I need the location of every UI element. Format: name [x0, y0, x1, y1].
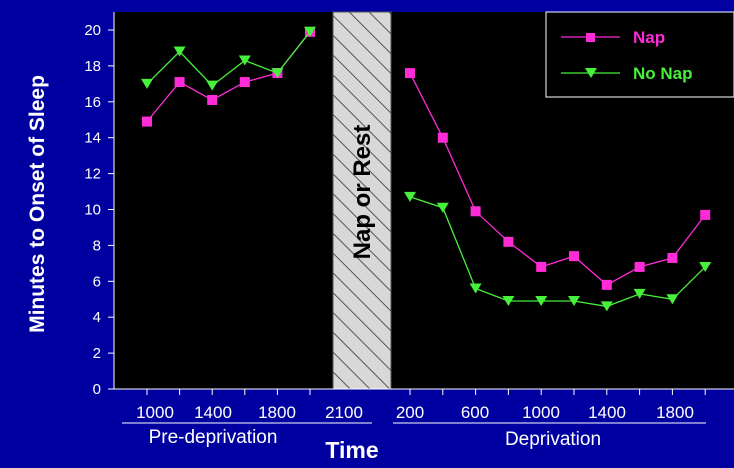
nap-point — [700, 209, 711, 220]
x-tick-label: 600 — [461, 403, 489, 422]
y-tick-label: 8 — [93, 237, 101, 254]
y-tick-label: 4 — [93, 309, 101, 326]
legend-no-nap-label: No Nap — [633, 64, 693, 83]
legend-nap-label: Nap — [633, 28, 665, 47]
no-nap-point — [206, 80, 219, 91]
y-tick-label: 10 — [84, 202, 101, 219]
y-tick-label: 18 — [84, 58, 101, 75]
no-nap-point — [633, 288, 646, 299]
group-label-pre-deprivation: Pre-deprivation — [149, 427, 278, 448]
series-layer — [141, 26, 712, 312]
series-line-no-nap — [409, 196, 706, 308]
x-tick-label: 2100 — [325, 403, 363, 422]
x-tick-label: 1000 — [522, 403, 560, 422]
no-nap-point — [699, 261, 712, 272]
nap-point — [239, 77, 250, 88]
y-tick-label: 12 — [84, 166, 101, 183]
y-tick-label: 16 — [84, 94, 101, 111]
nap-point — [667, 252, 678, 263]
nap-point — [536, 261, 547, 272]
nap-point — [437, 132, 448, 143]
y-tick-label: 14 — [84, 130, 101, 147]
no-nap-point — [502, 296, 515, 307]
nap-or-rest-label: Nap or Rest — [349, 125, 376, 260]
x-tick-label: 1400 — [194, 403, 232, 422]
group-label-deprivation: Deprivation — [505, 429, 601, 450]
nap-point — [207, 95, 218, 106]
legend-box — [545, 11, 734, 98]
nap-point — [634, 261, 645, 272]
legend: Nap No Nap — [545, 11, 734, 98]
nap-point — [503, 236, 514, 247]
legend-no-nap-marker — [585, 68, 597, 78]
no-nap-point — [141, 78, 153, 89]
x-tick-label: 1000 — [136, 403, 174, 422]
no-nap-point — [666, 294, 679, 305]
x-tick-label: 1400 — [588, 403, 626, 422]
no-nap-point — [271, 68, 284, 79]
no-nap-point — [469, 283, 482, 294]
x-axis-title: Time — [325, 437, 378, 463]
nap-point — [174, 77, 185, 88]
legend-nap-marker — [586, 33, 595, 42]
nap-point — [601, 279, 612, 290]
y-axis-title: Minutes to Onset of Sleep — [26, 75, 49, 333]
y-tick-label: 0 — [93, 381, 101, 398]
no-nap-point — [238, 55, 251, 66]
nap-point — [569, 251, 579, 262]
nap-or-rest-band — [332, 11, 392, 390]
nap-point — [142, 116, 152, 127]
no-nap-point — [600, 301, 613, 312]
series-line-nap — [409, 72, 706, 286]
x-tick-label: 1800 — [258, 403, 296, 422]
no-nap-point — [436, 202, 449, 213]
nap-point — [470, 206, 481, 217]
y-tick-label: 6 — [93, 273, 101, 290]
y-tick-label: 20 — [84, 22, 101, 39]
no-nap-point — [568, 296, 580, 307]
no-nap-point — [304, 26, 316, 37]
nap-point — [405, 68, 415, 79]
no-nap-point — [404, 191, 416, 202]
no-nap-point — [535, 296, 548, 307]
x-tick-label: 200 — [396, 403, 424, 422]
y-ticks: 0 2 4 6 8 10 12 14 16 18 20 — [84, 22, 114, 398]
y-tick-label: 2 — [93, 345, 101, 362]
no-nap-point — [173, 46, 186, 57]
x-tick-label: 1800 — [656, 403, 694, 422]
x-ticks: 1000 1400 1800 2100 200 600 1000 1400 1800 — [122, 389, 706, 424]
series-line-no-nap — [146, 31, 311, 87]
